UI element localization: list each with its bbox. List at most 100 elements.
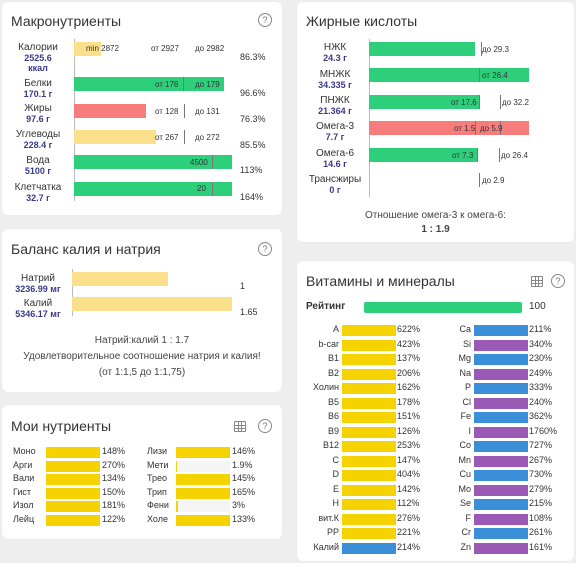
vitamin-fill-right-12	[474, 499, 528, 510]
my-nutrient-label-right-1: Мети	[147, 459, 169, 470]
vitamin-bar-left-2	[342, 354, 396, 365]
vitamin-label-left-12: H	[332, 498, 340, 508]
vitamin-label-right-5: Cl	[462, 396, 472, 407]
vitamin-label-left-0: A	[332, 324, 339, 334]
vitamins-minerals-card: Витамины и минералы ? Рейтинг 100 A 622% b…	[297, 261, 574, 561]
my-nutrient-bar-right-2	[176, 474, 230, 486]
fatty-row-omega6: Омега-6 14.6 г	[315, 148, 355, 170]
fatty-from-mnzhk: от 26.4	[482, 71, 508, 80]
macro-from-protein: от 176	[155, 80, 179, 89]
my-nutrient-label-left-3: Гист	[13, 486, 32, 497]
help-icon[interactable]: ?	[258, 242, 272, 256]
vitamin-pct-left-6: 151%	[397, 411, 421, 421]
vitamin-pct-right-12: 215%	[529, 498, 553, 508]
vitamins-title: Витамины и минералы	[306, 273, 455, 289]
my-nutrient-label-left-1: Арги	[13, 459, 33, 470]
macro-row-water: Вода 5100 г	[24, 155, 52, 177]
vitamin-fill-left-9	[342, 455, 396, 467]
vitamin-label-left-2: B1	[327, 353, 339, 363]
macro-pct-carbs: 85.5%	[240, 140, 266, 150]
vitamin-fill-left-5	[342, 397, 396, 409]
table-icon[interactable]	[234, 421, 246, 432]
my-nutrient-fill-left-5	[46, 515, 100, 526]
my-nutrient-bar-left-5	[46, 515, 100, 526]
fatty-acids-card: Жирные кислоты НЖК 24.3 г до 29.3 МНЖК 3…	[297, 2, 574, 242]
vitamin-pct-left-3: 206%	[397, 367, 421, 378]
vitamin-pct-left-12: 112%	[397, 498, 420, 508]
balance-bar-sodium	[72, 272, 168, 286]
vitamin-pct-left-15: 214%	[397, 541, 421, 552]
macro-to-water: 4500	[190, 158, 208, 167]
vitamin-pct-right-15: 161%	[529, 541, 553, 552]
vitamin-pct-left-11: 142%	[397, 483, 421, 494]
fatty-from-omega6: от 7.3	[452, 151, 474, 160]
vitamin-label-left-3: B2	[327, 367, 339, 378]
vitamin-bar-left-5	[342, 397, 396, 409]
fatty-tick-omega3-to	[500, 121, 501, 135]
fatty-tick-pnzhk-to	[500, 95, 501, 109]
vitamin-fill-right-1	[474, 339, 528, 351]
macro-bar-fiber	[74, 182, 232, 196]
macro-to-protein: до 179	[195, 80, 220, 89]
vitamin-bar-right-10	[474, 470, 528, 481]
fatty-acids-title: Жирные кислоты	[306, 13, 418, 29]
balance-bar-potassium	[72, 297, 232, 311]
vitamin-fill-left-15	[342, 542, 396, 554]
my-nutrient-fill-right-3	[176, 487, 230, 499]
vitamin-pct-right-3: 249%	[529, 367, 553, 378]
fatty-bar-pnzhk	[369, 95, 479, 109]
vitamin-pct-right-7: 1760%	[529, 425, 558, 436]
vitamin-label-right-12: Se	[459, 498, 471, 508]
vitamin-label-left-11: E	[332, 483, 339, 494]
fatty-tick-omega6-from	[477, 148, 478, 162]
my-nutrient-bar-left-0	[46, 447, 100, 458]
macro-bar-carbs	[74, 130, 156, 144]
balance-row-sodium: Натрий 3236.99 мг	[15, 273, 61, 295]
vitamin-pct-right-6: 362%	[529, 411, 553, 421]
macro-tick-fiber	[212, 182, 213, 196]
my-nutrient-pct-left-1: 270%	[102, 459, 126, 470]
vitamin-fill-right-13	[474, 513, 528, 525]
vitamin-label-right-2: Mg	[458, 353, 471, 363]
my-nutrients-card: Мои нутриенты ? Моно 148% Арги 270% Вали 134%…	[2, 405, 282, 539]
vitamin-label-left-8: B12	[322, 440, 339, 450]
my-nutrient-fill-left-4	[46, 501, 100, 513]
macro-pct-fiber: 164%	[240, 192, 264, 202]
vitamin-pct-right-14: 261%	[529, 527, 553, 537]
vitamin-bar-left-13	[342, 513, 396, 525]
balance-note: Удовлетворительное соотношение натрия и …	[23, 351, 261, 378]
vitamin-fill-right-4	[474, 383, 528, 394]
vitamin-bar-left-14	[342, 528, 396, 539]
vitamin-bar-left-3	[342, 368, 396, 380]
macro-row-protein: Белки 170.1 г	[23, 78, 53, 100]
vitamin-fill-left-0	[342, 325, 396, 336]
vitamin-fill-right-7	[474, 426, 528, 438]
fatty-tick-omega3-from	[475, 121, 476, 135]
fatty-bar-omega6	[369, 148, 477, 162]
vitamin-pct-left-8: 253%	[397, 440, 421, 450]
vitamin-bar-right-3	[474, 368, 528, 380]
my-nutrient-fill-left-3	[46, 487, 100, 499]
fatty-bar-omega3	[369, 121, 529, 135]
my-nutrient-pct-left-5: 122%	[102, 514, 126, 524]
balance-row-potassium: Калий 5346.17 мг	[15, 298, 61, 320]
macro-bar-calories	[74, 42, 101, 56]
table-icon[interactable]	[531, 276, 543, 287]
help-icon[interactable]: ?	[258, 13, 272, 27]
my-nutrient-label-left-4: Изол	[13, 500, 34, 511]
help-icon[interactable]: ?	[551, 274, 565, 288]
vitamin-label-right-7: I	[468, 425, 471, 436]
my-nutrient-label-left-2: Вали	[13, 473, 35, 484]
vitamin-label-right-1: Si	[462, 338, 471, 349]
vitamin-pct-right-4: 333%	[529, 382, 553, 392]
macro-pct-protein: 96.6%	[240, 88, 266, 98]
vitamin-fill-right-9	[474, 455, 528, 467]
vitamin-label-left-9: C	[332, 454, 340, 465]
balance-value-potassium: 1.65	[240, 307, 258, 317]
my-nutrient-fill-right-2	[176, 474, 230, 486]
vitamin-fill-right-0	[474, 325, 528, 336]
macro-pct-water: 113%	[240, 165, 263, 175]
vitamin-pct-left-14: 221%	[397, 527, 421, 537]
vitamin-label-left-6: B6	[327, 411, 339, 421]
help-icon[interactable]: ?	[258, 419, 272, 433]
